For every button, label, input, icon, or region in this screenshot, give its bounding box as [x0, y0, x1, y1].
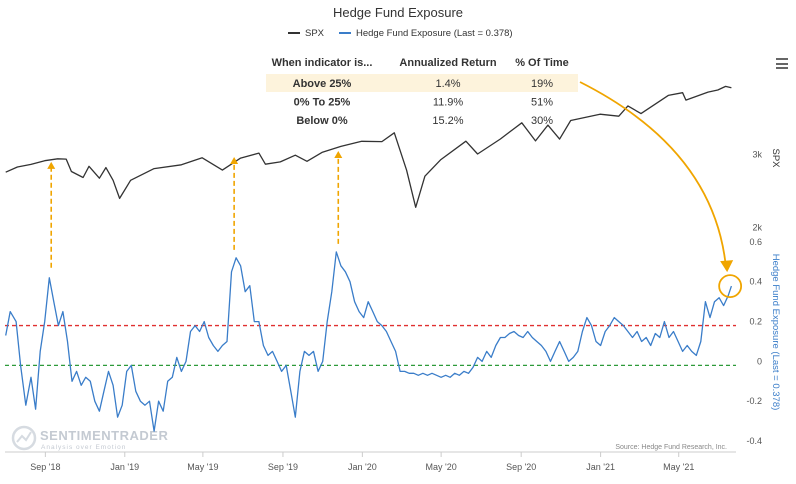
x-tick-label: Jan '21: [586, 462, 615, 472]
table-header-time: % Of Time: [515, 57, 569, 69]
exposure-axis-label: Hedge Fund Exposure (Last = 0.378): [770, 254, 781, 411]
table-header-condition: When indicator is...: [272, 57, 373, 69]
x-tick-label: Sep '20: [506, 462, 536, 472]
watermark: SENTIMENTRADER Analysis over Emotion: [11, 425, 168, 451]
highlight-circle: [718, 274, 743, 299]
table-cell-return: 11.9%: [433, 97, 464, 109]
x-axis-ticks: Sep '18 Jan '19 May '19 Sep '19 Jan '20 May '…: [30, 452, 694, 472]
table-body: Above 25% 1.4% 19% 0% To 25% 11.9% 51% Below 0…: [293, 78, 554, 127]
x-tick-label: May '19: [187, 462, 218, 472]
spx-series-line: [5, 85, 732, 208]
table-cell-time: 51%: [531, 97, 553, 109]
menu-icon-bar: [776, 58, 788, 60]
source-note: Source: Hedge Fund Research, Inc.: [615, 444, 727, 451]
x-tick-label: Jan '20: [348, 462, 377, 472]
exposure-tick-label: 0.6: [749, 237, 762, 247]
reference-lines: [5, 324, 736, 367]
legend-label-exposure: Hedge Fund Exposure (Last = 0.378): [356, 28, 513, 39]
exposure-tick-label: 0: [757, 356, 762, 366]
table-row: Below 0% 15.2% 30%: [296, 115, 553, 127]
table-cell-condition: Below 0%: [296, 115, 348, 127]
table-cell-condition: Above 25%: [293, 78, 352, 90]
legend-item-exposure[interactable]: Hedge Fund Exposure (Last = 0.378): [339, 28, 513, 39]
x-tick-label: May '20: [426, 462, 457, 472]
watermark-logo: [11, 425, 37, 451]
table-row: 0% To 25% 11.9% 51%: [294, 97, 554, 109]
exposure-tick-label: -0.2: [746, 396, 762, 406]
menu-icon-bar: [776, 67, 788, 69]
callout-arrow-head: [720, 260, 734, 273]
table-cell-condition: 0% To 25%: [294, 97, 351, 109]
annotations: [47, 81, 743, 299]
peak-arrow-head: [47, 161, 56, 169]
spx-tick-label: 2k: [752, 222, 762, 232]
table-highlight-row: [266, 74, 578, 92]
table-cell-return: 15.2%: [432, 115, 463, 127]
table-header-return: Annualized Return: [399, 57, 496, 69]
table-row: Above 25% 1.4% 19%: [293, 78, 554, 90]
exposure-tick-label: -0.4: [746, 436, 762, 446]
callout-arrow-line: [579, 81, 728, 270]
x-tick-label: Sep '18: [30, 462, 60, 472]
table-cell-return: 1.4%: [435, 78, 460, 90]
background-layer: [266, 74, 578, 92]
peak-arrow-head: [230, 156, 239, 164]
chart-menu-button[interactable]: [776, 58, 788, 69]
watermark-name: SENTIMENTRADER: [40, 428, 168, 443]
spx-tick-label: 3k: [752, 150, 762, 160]
spx-axis-ticks: 2k 3k: [752, 150, 762, 233]
peak-arrow-head: [334, 151, 343, 159]
exposure-tick-label: 0.2: [749, 317, 762, 327]
x-tick-label: Sep '19: [268, 462, 298, 472]
legend[interactable]: SPX Hedge Fund Exposure (Last = 0.378): [288, 28, 513, 39]
exposure-series-line: [5, 251, 733, 432]
x-tick-label: Jan '19: [110, 462, 139, 472]
table-cell-time: 19%: [531, 78, 553, 90]
watermark-logo-mark: [16, 431, 32, 443]
stats-table: When indicator is... Annualized Return %…: [272, 57, 569, 127]
table-cell-time: 30%: [531, 115, 553, 127]
exposure-axis-ticks: 0.6 0.4 0.2 0 -0.2 -0.4: [746, 237, 762, 446]
x-tick-label: May '21: [663, 462, 694, 472]
watermark-tagline: Analysis over Emotion: [41, 444, 126, 451]
spx-axis-label: SPX: [770, 148, 781, 168]
legend-item-spx[interactable]: SPX: [288, 28, 325, 39]
legend-label-spx: SPX: [305, 28, 325, 39]
chart-title: Hedge Fund Exposure: [333, 5, 463, 20]
exposure-tick-label: 0.4: [749, 277, 762, 287]
menu-icon-bar: [776, 62, 788, 65]
